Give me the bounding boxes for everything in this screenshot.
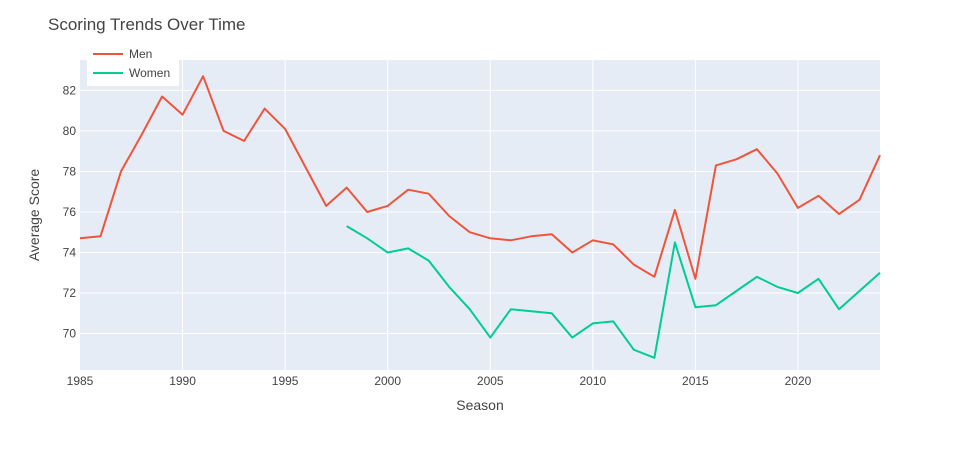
y-tick-label: 70 [63, 327, 77, 341]
y-tick-label: 78 [63, 164, 77, 178]
legend-item-women[interactable]: Women [93, 66, 170, 80]
x-tick-label: 2005 [477, 374, 504, 388]
plot-area [80, 60, 880, 370]
gridlines [80, 60, 880, 370]
x-tick-label: 1985 [67, 374, 94, 388]
legend-item-men[interactable]: Men [93, 47, 152, 61]
series-lines [79, 75, 881, 359]
y-tick-label: 82 [63, 83, 77, 97]
legend[interactable]: Men Women [87, 44, 179, 86]
series-line-men [79, 75, 881, 280]
y-tick-label: 76 [63, 205, 77, 219]
x-tick-label: 2010 [579, 374, 606, 388]
y-tick-label: 74 [63, 245, 77, 259]
legend-label: Men [129, 47, 152, 61]
y-tick-label: 72 [63, 286, 77, 300]
x-tick-label: 2020 [785, 374, 812, 388]
x-tick-label: 2000 [374, 374, 401, 388]
x-axis-title: Season [456, 397, 503, 413]
y-axis-title: Average Score [26, 169, 42, 262]
x-tick-label: 1990 [169, 374, 196, 388]
x-tick-label: 2015 [682, 374, 709, 388]
chart-title: Scoring Trends Over Time [48, 15, 245, 34]
series-line-women [346, 225, 881, 359]
y-tick-label: 80 [63, 124, 77, 138]
legend-label: Women [129, 66, 170, 80]
legend-background [87, 44, 179, 86]
y-axis-ticks: 70 72 74 76 78 80 82 [63, 83, 77, 340]
x-axis-ticks: 1985 1990 1995 2000 2005 2010 2015 2020 [67, 374, 812, 388]
x-tick-label: 1995 [272, 374, 299, 388]
